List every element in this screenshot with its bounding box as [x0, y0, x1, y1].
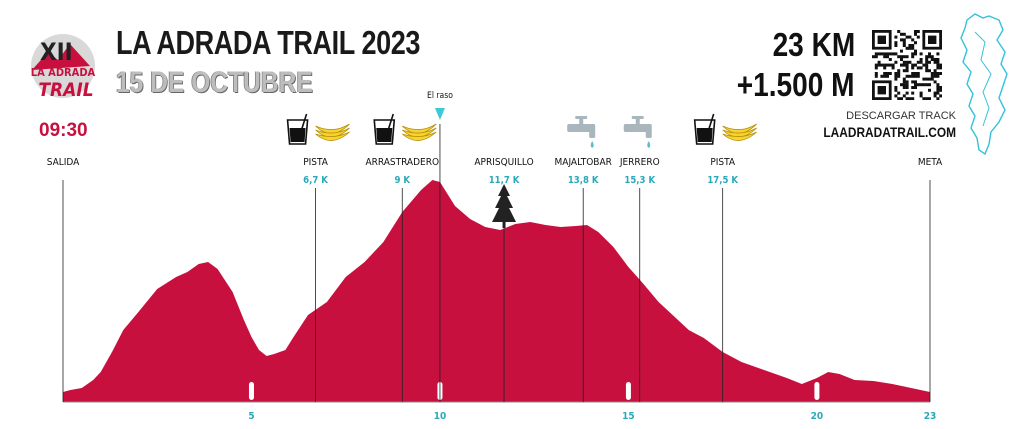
- waypoint-km: 13,8 K: [568, 175, 599, 186]
- x-tick-15: 15: [622, 382, 635, 422]
- water-tap-icon: [623, 116, 652, 148]
- waypoint-3: APRISQUILLO 11,7 K: [474, 157, 534, 402]
- waypoint-km: 9 K: [394, 175, 410, 186]
- waypoint-name: ARRASTRADERO: [365, 157, 439, 168]
- banana-icon: [315, 123, 350, 141]
- route-map-icon: [960, 13, 1008, 156]
- x-tick-label: 20: [811, 411, 824, 422]
- waypoint-name: JERRERO: [619, 157, 660, 168]
- logo-name: LA ADRADA: [31, 66, 96, 79]
- start-time: 09:30: [39, 120, 88, 141]
- waypoint-km: 15,3 K: [624, 175, 655, 186]
- summit-marker-icon: [434, 108, 445, 120]
- logo-trail: TRAIL: [38, 79, 93, 101]
- water-tap-icon: [567, 116, 596, 148]
- download-track-link[interactable]: LAADRADATRAIL.COM: [823, 124, 956, 140]
- x-tick-20: 20: [811, 382, 824, 422]
- waypoint-0: SALIDA: [47, 157, 80, 402]
- x-tick-label: 23: [924, 411, 937, 422]
- km-marker: [248, 382, 254, 400]
- drink-icon: [286, 113, 309, 145]
- km-marker: [625, 382, 631, 400]
- x-tick-5: 5: [248, 382, 255, 422]
- waypoint-km: 11,7 K: [489, 175, 520, 186]
- waypoint-name: SALIDA: [47, 157, 80, 168]
- waypoint-name: PISTA: [303, 157, 329, 168]
- race-logo: XII LA ADRADA TRAIL: [31, 34, 96, 101]
- x-tick-label: 5: [248, 411, 254, 422]
- race-distance: 23 KM: [772, 26, 855, 63]
- race-date: 15 DE OCTUBRE: [116, 66, 313, 99]
- waypoint-6: PISTA 17,5 K: [693, 113, 757, 402]
- banana-icon: [722, 123, 757, 141]
- km-marker: [814, 382, 820, 400]
- waypoint-name: APRISQUILLO: [474, 157, 533, 168]
- logo-mountain: [32, 44, 90, 70]
- qr-code-icon[interactable]: [872, 30, 942, 100]
- drink-icon: [373, 113, 396, 145]
- waypoint-7: META: [918, 157, 943, 402]
- page-title: LA ADRADA TRAIL 2023: [116, 24, 421, 61]
- waypoint-name: META: [918, 157, 943, 168]
- waypoint-2: ARRASTRADERO 9 K: [365, 113, 439, 402]
- route-map-inner-path: [974, 31, 992, 127]
- drink-icon: [693, 113, 716, 145]
- waypoint-1: PISTA 6,7 K: [286, 113, 350, 402]
- elevation-profile-area: [63, 180, 930, 402]
- waypoint-km: 6,7 K: [303, 175, 328, 186]
- summit-label: El raso: [427, 91, 453, 101]
- waypoint-name: PISTA: [710, 157, 736, 168]
- banana-icon: [401, 123, 437, 141]
- waypoint-km: 17,5 K: [707, 175, 738, 186]
- route-map-path: [960, 13, 1008, 156]
- logo-edition: XII: [40, 38, 73, 66]
- x-tick-label: 15: [622, 411, 635, 422]
- waypoint-name: MAJALTOBAR: [555, 157, 612, 168]
- download-track-label: DESCARGAR TRACK: [846, 110, 956, 122]
- waypoint-4: MAJALTOBAR 13,8 K: [555, 116, 612, 402]
- race-elevation-gain: +1.500 M: [737, 66, 855, 103]
- x-tick-label: 10: [434, 411, 447, 422]
- x-tick-23: 23: [924, 411, 937, 422]
- waypoint-5: JERRERO 15,3 K: [619, 116, 660, 402]
